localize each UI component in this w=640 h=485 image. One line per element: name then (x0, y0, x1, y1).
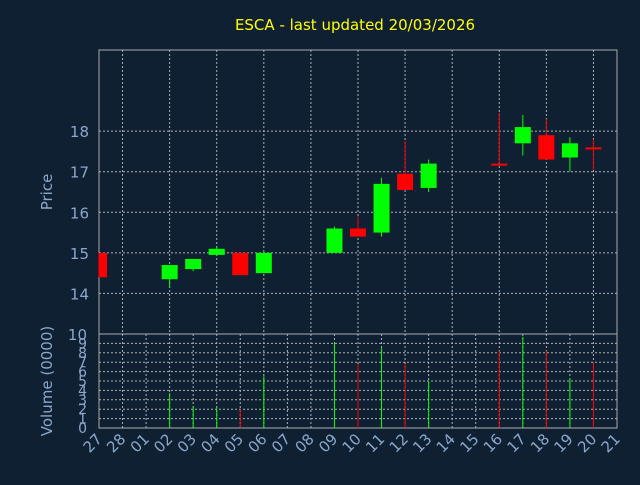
price-tick-label: 15 (70, 245, 89, 263)
candle-body (208, 248, 225, 255)
x-tick-label: 21 (598, 430, 624, 456)
x-tick-label: 13 (409, 430, 435, 456)
x-tick-label: 18 (527, 430, 553, 456)
candle-body (185, 258, 202, 270)
candle-body (255, 252, 272, 274)
candle-body (161, 265, 178, 280)
x-tick-label: 20 (574, 430, 600, 456)
x-tick-label: 14 (433, 430, 459, 456)
candle-body (99, 252, 107, 278)
candle-body (326, 228, 343, 253)
price-tick-label: 16 (70, 204, 89, 222)
chart-title: ESCA - last updated 20/03/2026 (235, 16, 475, 34)
x-tick-label: 07 (268, 430, 294, 456)
candle-body (538, 135, 555, 160)
price-tick-label: 14 (70, 285, 89, 303)
volume-tick-label: 4 (78, 383, 87, 399)
price-tick-label: 18 (70, 123, 89, 141)
x-axis-label: Day (333, 457, 363, 475)
x-tick-label: 28 (103, 430, 129, 456)
x-tick-label: 02 (150, 430, 176, 456)
x-tick-label: 10 (339, 430, 365, 456)
candle-body (397, 173, 414, 190)
candle-body (561, 143, 578, 158)
candle-body (373, 183, 390, 233)
volume-tick-label: 8 (78, 346, 87, 362)
x-tick-label: 08 (292, 430, 318, 456)
candle-body (420, 163, 437, 188)
x-tick-label: 09 (315, 430, 341, 456)
candle-body (514, 127, 531, 144)
x-tick-label: 06 (244, 430, 270, 456)
x-tick-label: 15 (456, 430, 482, 456)
candle-body (491, 163, 508, 166)
x-tick-label: 04 (197, 430, 223, 456)
candle-body (585, 147, 602, 150)
volume-top-tick-label: 10 (68, 326, 87, 344)
x-tick-label: 11 (362, 430, 388, 456)
volume-tick-label: 2 (78, 402, 87, 418)
volume-tick-label: 7 (78, 355, 87, 371)
volume-tick-label: 1 (78, 412, 87, 428)
volume-tick-label: 6 (78, 365, 87, 381)
candle-body (232, 252, 249, 276)
x-tick-label: 01 (127, 430, 153, 456)
x-tick-label: 16 (480, 430, 506, 456)
volume-panel: 0123456789102728010203040506070809101112… (68, 326, 624, 456)
candle-body (350, 228, 366, 237)
volume-tick-label: 5 (78, 374, 87, 390)
x-tick-label: 19 (551, 430, 577, 456)
volume-tick-label: 3 (78, 393, 87, 409)
volume-tick-label: 9 (78, 336, 87, 352)
x-tick-label: 05 (221, 430, 247, 456)
price-panel: 14 15 16 17 18 (70, 49, 618, 335)
x-tick-label: 17 (503, 430, 529, 456)
x-tick-label: 12 (386, 430, 412, 456)
x-tick-label: 03 (174, 430, 200, 456)
price-axis-label: Price (38, 174, 56, 211)
volume-axis-label: Volume (0000) (38, 326, 56, 436)
price-tick-label: 17 (70, 164, 89, 182)
volume-tick-label: 0 (78, 421, 87, 437)
